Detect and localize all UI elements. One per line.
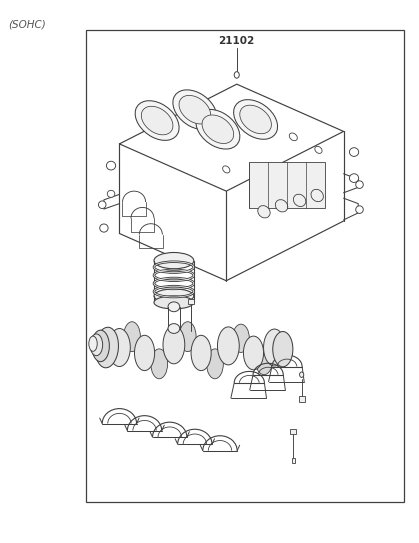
Ellipse shape xyxy=(124,321,140,352)
Ellipse shape xyxy=(168,324,180,333)
Ellipse shape xyxy=(154,289,194,303)
Bar xyxy=(86,30,404,502)
Ellipse shape xyxy=(289,133,297,141)
Ellipse shape xyxy=(258,206,270,218)
Ellipse shape xyxy=(356,206,363,213)
Ellipse shape xyxy=(196,109,240,149)
Ellipse shape xyxy=(154,252,194,269)
Ellipse shape xyxy=(202,115,234,143)
Ellipse shape xyxy=(92,330,109,362)
Ellipse shape xyxy=(234,99,277,140)
Ellipse shape xyxy=(106,161,116,170)
Ellipse shape xyxy=(109,329,130,367)
Ellipse shape xyxy=(315,146,322,154)
Ellipse shape xyxy=(135,100,179,141)
Bar xyxy=(299,396,305,402)
Bar xyxy=(249,162,325,208)
Ellipse shape xyxy=(151,349,168,379)
Ellipse shape xyxy=(90,334,103,356)
Bar xyxy=(292,458,295,463)
Bar xyxy=(188,299,194,304)
Ellipse shape xyxy=(191,336,211,371)
Ellipse shape xyxy=(89,336,97,351)
Bar xyxy=(290,429,296,434)
Ellipse shape xyxy=(356,181,363,188)
Ellipse shape xyxy=(349,148,359,156)
Ellipse shape xyxy=(163,326,185,364)
Text: 21102: 21102 xyxy=(219,36,255,46)
Ellipse shape xyxy=(95,327,119,368)
Ellipse shape xyxy=(275,200,288,212)
Ellipse shape xyxy=(240,105,272,134)
Ellipse shape xyxy=(349,174,359,182)
Ellipse shape xyxy=(311,190,323,201)
Ellipse shape xyxy=(243,336,264,370)
Ellipse shape xyxy=(222,166,230,173)
Ellipse shape xyxy=(207,349,223,379)
Ellipse shape xyxy=(168,302,180,312)
Ellipse shape xyxy=(264,329,285,366)
Ellipse shape xyxy=(233,324,249,352)
Ellipse shape xyxy=(173,90,217,130)
Ellipse shape xyxy=(300,372,304,377)
Ellipse shape xyxy=(154,296,194,309)
Ellipse shape xyxy=(98,201,106,209)
Ellipse shape xyxy=(293,194,306,206)
Ellipse shape xyxy=(217,327,239,365)
Ellipse shape xyxy=(256,348,272,375)
Ellipse shape xyxy=(107,191,115,198)
Ellipse shape xyxy=(179,321,196,352)
Ellipse shape xyxy=(100,224,108,232)
Ellipse shape xyxy=(179,96,211,124)
Ellipse shape xyxy=(234,72,239,78)
Ellipse shape xyxy=(273,331,293,367)
Ellipse shape xyxy=(134,336,155,371)
Text: (SOHC): (SOHC) xyxy=(8,19,46,29)
Ellipse shape xyxy=(141,106,173,135)
